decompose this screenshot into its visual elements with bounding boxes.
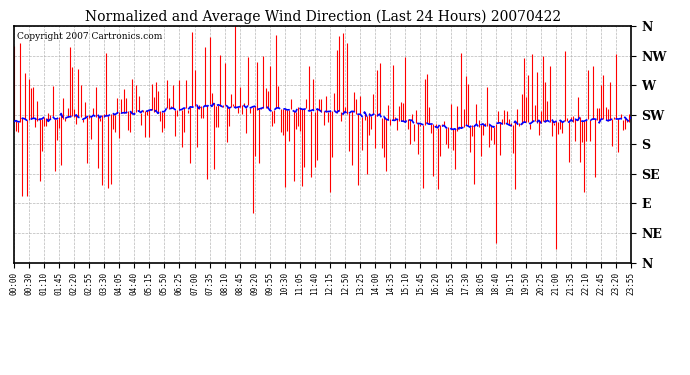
Title: Normalized and Average Wind Direction (Last 24 Hours) 20070422: Normalized and Average Wind Direction (L… (84, 9, 561, 24)
Text: Copyright 2007 Cartronics.com: Copyright 2007 Cartronics.com (17, 32, 162, 41)
